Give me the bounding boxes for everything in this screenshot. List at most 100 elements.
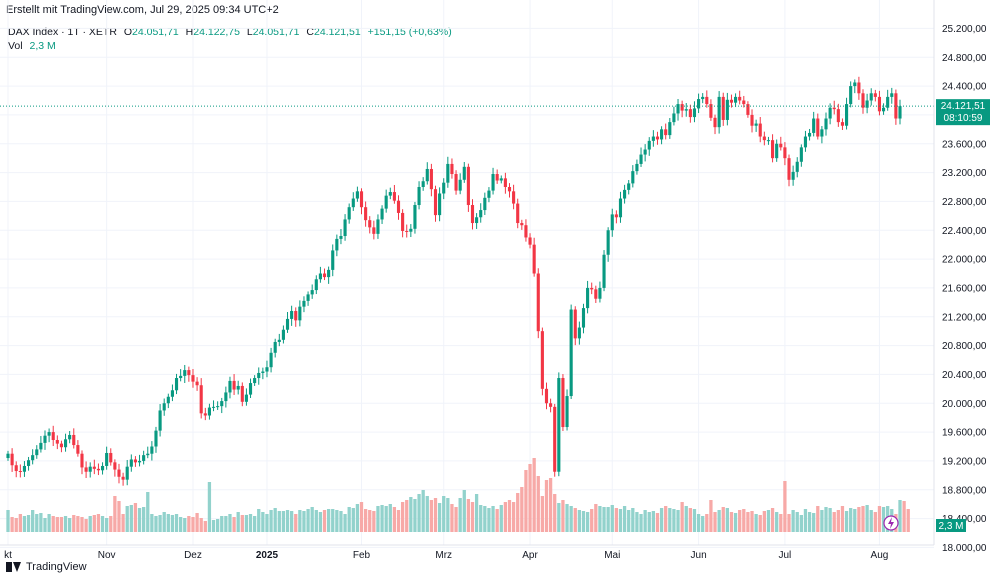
volume-bar xyxy=(240,515,244,532)
candle-body xyxy=(244,394,248,402)
candle-body xyxy=(536,273,540,332)
candle-body xyxy=(495,174,499,181)
candle-body xyxy=(298,306,302,321)
volume-bar xyxy=(273,508,277,532)
candle-body xyxy=(55,440,59,444)
candle-body xyxy=(442,182,446,194)
volume-bar xyxy=(881,507,886,532)
volume-bar xyxy=(236,512,240,532)
tradingview-logo: TradingView xyxy=(6,561,87,573)
candle-body xyxy=(721,96,725,120)
candle-body xyxy=(532,244,536,274)
volume-bar xyxy=(59,517,64,532)
volume-bar xyxy=(898,500,902,532)
lightning-icon[interactable] xyxy=(883,515,899,531)
candle-body xyxy=(894,93,898,119)
candle-body xyxy=(836,109,840,123)
candle-body xyxy=(787,158,791,180)
candle-body xyxy=(142,455,146,461)
price-tick-label: 22.000,00 xyxy=(942,255,987,266)
price-tick-label: 18.000,00 xyxy=(942,543,987,554)
candle-body xyxy=(684,109,688,111)
candle-body xyxy=(96,468,100,471)
volume-bar xyxy=(610,505,614,532)
candle-body xyxy=(853,82,857,87)
candle-body xyxy=(18,471,22,473)
volume-bar xyxy=(511,502,516,532)
volume-bar xyxy=(14,518,18,532)
volume-badge: 2,3 M xyxy=(936,519,966,532)
candle-body xyxy=(676,104,680,114)
volume-bar xyxy=(351,508,355,532)
candle-body xyxy=(816,118,820,137)
close-label: C xyxy=(306,26,314,38)
volume-bar xyxy=(865,505,869,532)
volume-bar xyxy=(635,512,639,532)
candle-body xyxy=(137,460,142,463)
volume-bar xyxy=(166,514,170,532)
volume-bar xyxy=(88,516,92,532)
volume-bar xyxy=(828,508,832,532)
volume-bar xyxy=(80,517,84,532)
candle-body xyxy=(392,192,396,201)
price-tick-label: 24.800,00 xyxy=(942,53,987,64)
brand-name: TradingView xyxy=(26,561,87,573)
volume-bar xyxy=(775,512,779,532)
volume-bar xyxy=(766,510,771,532)
candle-body xyxy=(758,123,762,137)
candle-body xyxy=(314,279,318,291)
volume-bar xyxy=(322,510,327,532)
candle-body xyxy=(195,381,199,386)
volume-bar xyxy=(228,514,232,532)
volume-bar xyxy=(869,510,873,532)
volume-bar xyxy=(544,480,549,532)
candle-body xyxy=(586,287,590,309)
candle-body xyxy=(429,168,433,190)
volume-bar xyxy=(187,516,191,532)
price-tick-label: 22.800,00 xyxy=(942,197,987,208)
volume-bar xyxy=(92,515,96,532)
candle-body xyxy=(339,236,343,239)
volume-bar xyxy=(425,496,429,532)
time-axis[interactable]: kt Nov Dez 2025 Feb Mrz Apr Mai Jun Jul Aug xyxy=(4,550,888,561)
candle-body xyxy=(47,432,51,436)
candle-body xyxy=(347,207,351,220)
candle-body xyxy=(253,378,257,384)
candle-body xyxy=(216,406,220,408)
candle-body xyxy=(602,254,606,288)
volume-bar xyxy=(195,513,199,532)
candle-body xyxy=(240,385,244,402)
volume-bar xyxy=(483,506,487,532)
volume-bar xyxy=(215,519,220,532)
candle-body xyxy=(59,443,63,448)
volume-bar xyxy=(105,518,109,532)
volume-bar xyxy=(713,512,717,532)
candle-body xyxy=(651,136,655,141)
candle-body xyxy=(228,380,232,393)
volume-bar xyxy=(787,514,791,532)
candle-body xyxy=(68,434,72,440)
volume-bar xyxy=(836,510,840,532)
ohlc-legend: DAX Index · 1T · XETR O24.051,71 H24.122… xyxy=(8,26,456,38)
open-value: 24.051,71 xyxy=(132,26,179,38)
volume-bar xyxy=(203,521,207,532)
candle-body xyxy=(869,93,873,101)
volume-bar xyxy=(335,510,339,532)
candle-body xyxy=(713,117,717,128)
candle-body xyxy=(614,214,618,218)
candle-body xyxy=(63,439,68,448)
volume-bar xyxy=(409,497,413,532)
price-axis[interactable]: 25.200,0024.800,0024.400,0024.000,0023.6… xyxy=(0,0,987,554)
volume-bar xyxy=(696,514,701,532)
candle-body xyxy=(840,122,845,126)
volume-bar xyxy=(363,509,368,532)
volume-bar xyxy=(220,516,224,532)
volume-bar xyxy=(179,517,183,532)
candle-body xyxy=(322,273,327,278)
last-price-value: 24.121,51 xyxy=(941,101,986,112)
volume-bar xyxy=(347,507,351,532)
price-tick-label: 23.600,00 xyxy=(942,139,987,150)
candle-body xyxy=(832,107,836,110)
volume-bar xyxy=(590,509,594,532)
